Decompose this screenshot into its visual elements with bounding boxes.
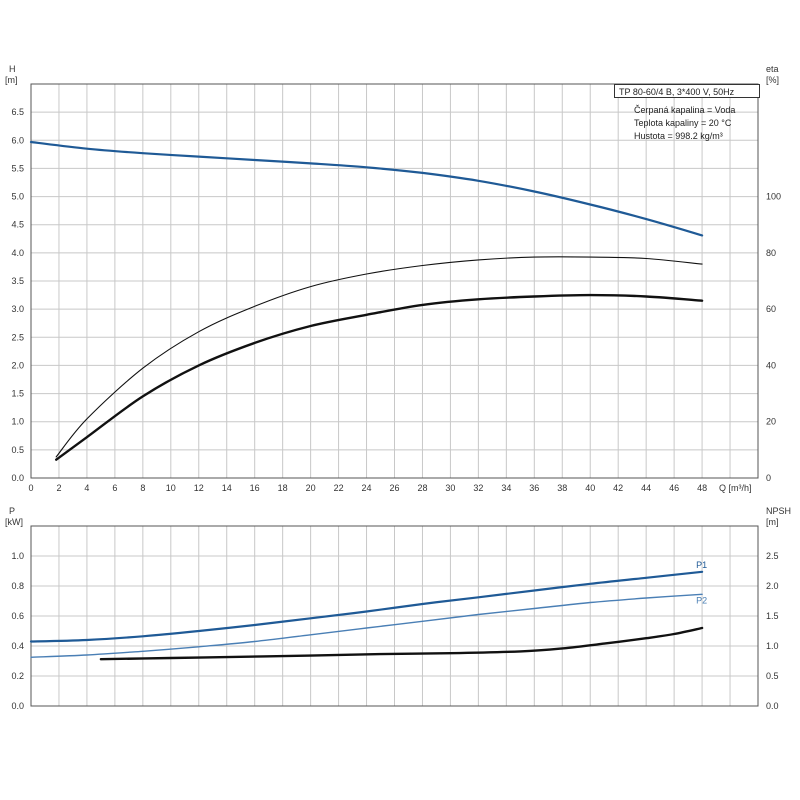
top-series-line-curve-1: [29, 140, 704, 237]
series-label-p1: P1: [696, 560, 707, 570]
power-npsh-panel: 0.0 0.2 0.4 0.6 0.8 1.0 0.0 0.5 1.0 1.5 2.0 2.5 P[kW…: [5, 506, 791, 711]
x-tick-label: 10: [166, 483, 176, 493]
x-axis-title: Q [m³/h]: [719, 483, 752, 493]
top-right-axis-title: eta: [766, 64, 779, 74]
top-right-tick-label: 40: [766, 360, 776, 370]
bottom-plot-frame: [30, 525, 759, 707]
bottom-left-axis-unit: [kW]: [5, 517, 23, 527]
bottom-series-line-curve-3: [99, 626, 704, 661]
bottom-left-tick-label: 0.8: [11, 581, 24, 591]
bottom-series-line-p1: [29, 570, 704, 643]
top-right-tick-label: 20: [766, 417, 776, 427]
x-tick-label: 48: [697, 483, 707, 493]
top-left-tick-label: 4.5: [11, 220, 24, 230]
x-tick-label: 38: [557, 483, 567, 493]
bottom-right-axis-unit: [m]: [766, 517, 779, 527]
top-series-line-curve-3: [55, 293, 704, 461]
density-label: Hustota = 998.2 kg/m³: [634, 131, 723, 141]
x-tick-label: 30: [445, 483, 455, 493]
x-tick-label: 14: [222, 483, 232, 493]
top-left-tick-label: 1.0: [11, 417, 24, 427]
x-tick-label: 36: [529, 483, 539, 493]
x-tick-label: 12: [194, 483, 204, 493]
x-tick-label: 2: [56, 483, 61, 493]
top-right-tick-label: 100: [766, 192, 781, 202]
x-tick-label: 42: [613, 483, 623, 493]
bottom-left-tick-label: 0.6: [11, 611, 24, 621]
x-tick-label: 32: [473, 483, 483, 493]
x-tick-label: 26: [389, 483, 399, 493]
top-left-tick-label: 4.0: [11, 248, 24, 258]
x-tick-label: 0: [28, 483, 33, 493]
top-left-tick-label: 0.0: [11, 473, 24, 483]
top-left-axis-title: H: [9, 64, 16, 74]
top-left-tick-label: 2.0: [11, 360, 24, 370]
x-tick-label: 6: [112, 483, 117, 493]
x-tick-label: 22: [334, 483, 344, 493]
liquid-label: Čerpaná kapalina = Voda: [634, 105, 736, 115]
top-right-tick-label: 80: [766, 248, 776, 258]
bottom-series-line-p2: [30, 593, 703, 658]
top-left-tick-label: 5.0: [11, 192, 24, 202]
bottom-right-tick-label: 1.0: [766, 641, 779, 651]
bottom-right-tick-label: 1.5: [766, 611, 779, 621]
top-left-tick-label: 3.0: [11, 304, 24, 314]
bottom-left-axis-title: P: [9, 506, 15, 516]
x-tick-label: 4: [84, 483, 89, 493]
top-left-tick-label: 6.0: [11, 135, 24, 145]
x-tick-label: 28: [417, 483, 427, 493]
top-left-tick-label: 6.5: [11, 107, 24, 117]
x-tick-label: 34: [501, 483, 511, 493]
bottom-right-tick-label: 2.5: [766, 551, 779, 561]
top-right-tick-label: 0: [766, 473, 771, 483]
top-left-axis-unit: [m]: [5, 75, 18, 85]
bottom-right-tick-label: 2.0: [766, 581, 779, 591]
x-tick-label: 20: [306, 483, 316, 493]
x-tick-label: 46: [669, 483, 679, 493]
top-left-tick-label: 1.5: [11, 389, 24, 399]
x-tick-label: 24: [362, 483, 372, 493]
top-plot-frame: [30, 83, 759, 479]
bottom-left-tick-label: 1.0: [11, 551, 24, 561]
top-left-tick-label: 2.5: [11, 332, 24, 342]
bottom-left-tick-label: 0.4: [11, 641, 24, 651]
pump-model-label: TP 80-60/4 B, 3*400 V, 50Hz: [614, 84, 760, 98]
x-tick-label: 16: [250, 483, 260, 493]
x-tick-label: 8: [140, 483, 145, 493]
bottom-left-tick-label: 0.2: [11, 671, 24, 681]
x-tick-label: 18: [278, 483, 288, 493]
bottom-right-tick-label: 0.5: [766, 671, 779, 681]
series-label-p2: P2: [696, 595, 707, 605]
x-tick-label: 44: [641, 483, 651, 493]
top-series-line-curve-2: [55, 256, 703, 458]
bottom-left-tick-label: 0.0: [11, 701, 24, 711]
top-left-tick-label: 0.5: [11, 445, 24, 455]
x-tick-label: 40: [585, 483, 595, 493]
temperature-label: Teplota kapaliny = 20 °C: [634, 118, 732, 128]
bottom-right-tick-label: 0.0: [766, 701, 779, 711]
top-right-tick-label: 60: [766, 304, 776, 314]
bottom-right-axis-title: NPSH: [766, 506, 791, 516]
top-left-tick-label: 3.5: [11, 276, 24, 286]
top-left-tick-label: 5.5: [11, 163, 24, 173]
top-right-axis-unit: [%]: [766, 75, 779, 85]
